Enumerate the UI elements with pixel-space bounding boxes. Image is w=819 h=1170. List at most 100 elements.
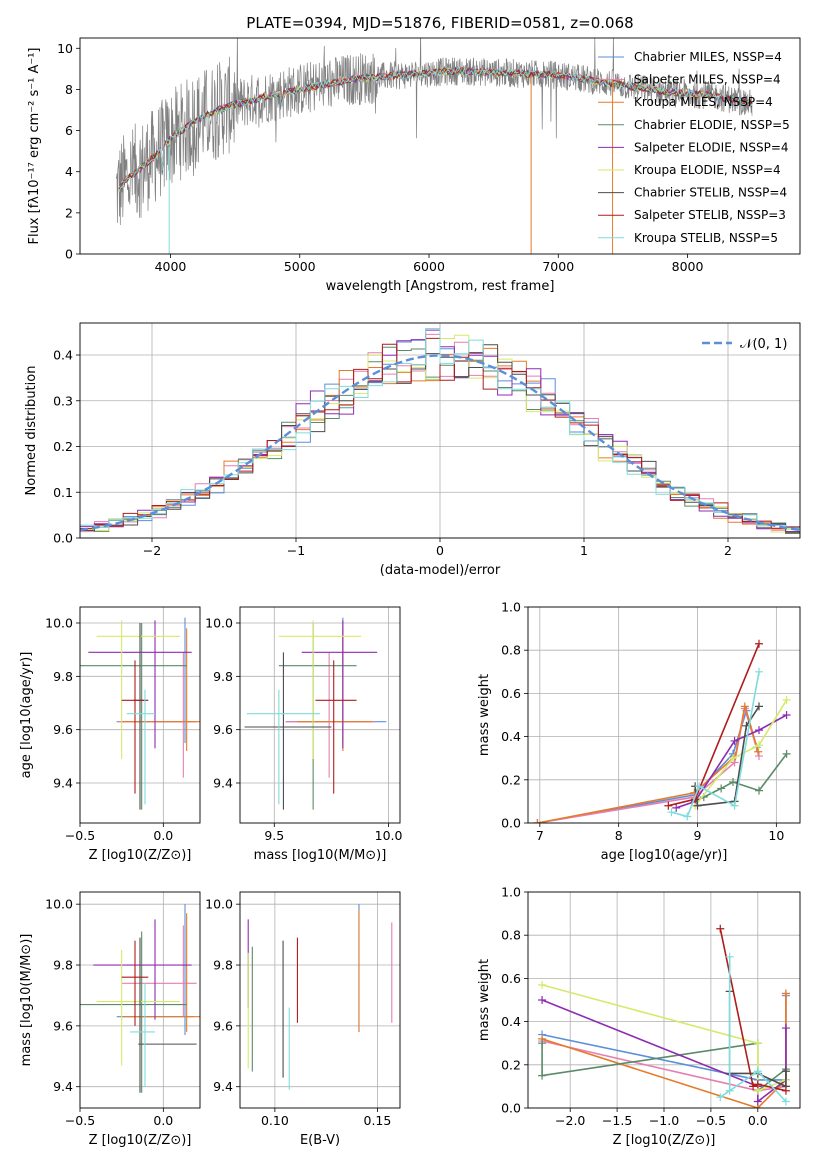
x-tick-label: 1 [580,543,588,558]
axes-frame [239,891,401,1109]
x-axis-label: Z [log10(Z/Z⊙)] [89,848,192,863]
panel-4: 7 8 9 10 0.0 0.2 0.4 0.6 0.8 1.0 age [log10(age/yr… [477,600,801,863]
weight-marker-chabrier_stelib [693,801,702,810]
legend-entry: Salpeter STELIB, NSSP=3 [634,208,786,222]
weight-marker-kroupa_miles [781,989,790,998]
x-tick-label: 8 [615,828,623,843]
weight-marker-salpeter_elodie [781,1024,790,1033]
y-tick-label: 2 [65,205,73,220]
panel-7: −2.0 −1.5 −1.0 −0.5 0.0 0.0 0.2 0.4 0.6 0.8 1.0 Z [… [477,885,801,1148]
x-tick-label: −0.5 [65,828,95,843]
x-tick-label: 8000 [672,259,704,274]
x-tick-label: 7000 [542,259,574,274]
weight-marker-salpeter_stelib [781,1086,790,1095]
weight-marker-chabrier_elodie [728,777,737,786]
weight-marker-kroupa_stelib [716,1093,725,1102]
y-tick-label: 0.8 [501,643,521,658]
weight-marker-chabrier_stelib [755,702,764,711]
x-axis-label: wavelength [Angstrom, rest frame] [326,279,555,294]
weight-marker-salpeter_elodie [538,996,547,1004]
y-axis-label: age [log10(age/yr)] [19,652,34,779]
y-tick-label: 1.0 [501,600,521,615]
weight-marker-kroupa_elodie [755,741,764,750]
legend-entry: Chabrier MILES, NSSP=4 [634,50,782,64]
weight-marker-kroupa_stelib [667,808,676,817]
y-tick-label: 9.8 [213,958,233,973]
weight-marker-salpeter_elodie [753,1097,762,1106]
x-axis-label: (data-model)/error [380,563,501,578]
y-tick-label: 10.0 [205,897,233,912]
y-tick-label: 0.2 [501,1057,521,1072]
y-tick-label: 1.0 [501,885,521,900]
y-tick-label: 0.1 [53,485,73,500]
y-axis-label: Normed distribution [24,366,39,496]
x-tick-label: 9 [694,828,702,843]
weight-marker-kroupa_stelib [781,1097,790,1106]
y-tick-label: 0.2 [501,772,521,787]
y-tick-label: 0.4 [501,729,521,744]
weight-marker-salpeter_stelib [749,1082,758,1091]
weight-marker-salpeter_elodie [730,736,739,745]
weight-marker-kroupa_miles [740,702,749,711]
weight-marker-kroupa_miles [533,819,542,823]
panel-6: 0.10 0.15 9.4 9.6 9.8 10.0 E(B-V) [205,891,401,1148]
weight-marker-salpeter_miles [730,758,739,767]
errorbars-group [244,617,387,810]
legend-entry: Chabrier ELODIE, NSSP=5 [634,118,790,132]
x-tick-label: 0.0 [153,828,173,843]
y-tick-label: 0.3 [53,393,73,408]
weight-lines-group [538,924,790,1108]
x-tick-label: −0.5 [696,1113,726,1128]
axes-frame [79,322,801,539]
x-tick-label: −2 [143,543,161,558]
axes-frame [79,606,201,824]
weight-marker-salpeter_elodie [782,711,791,719]
y-tick-label: 9.4 [53,1079,73,1094]
y-tick-label: 9.6 [213,1018,233,1033]
weight-marker-chabrier_elodie [717,784,726,793]
legend-entry: Chabrier STELIB, NSSP=4 [634,186,787,200]
y-tick-label: 10.0 [205,616,233,631]
x-tick-label: 2 [724,543,732,558]
errorbars-group [80,904,200,1093]
y-tick-label: 10.0 [45,897,73,912]
axes-frame [527,891,801,1109]
y-tick-label: 0.4 [501,1014,521,1029]
x-tick-label: −2.0 [555,1113,585,1128]
legend-entry: Kroupa STELIB, NSSP=5 [634,231,778,245]
y-tick-label: 10 [57,41,73,56]
weight-marker-chabrier_elodie [755,786,764,795]
y-axis-label: mass weight [477,959,492,1041]
weight-marker-kroupa_stelib [683,812,692,821]
x-axis-label: Z [log10(Z/Z⊙)] [89,1133,192,1148]
legend-normal-label: 𝒩(0, 1) [740,337,787,352]
y-axis-label: Flux [fλ10⁻¹⁷ erg cm⁻² s⁻¹ A⁻¹] [27,48,42,245]
weight-marker-chabrier_elodie [538,1039,547,1048]
y-tick-label: 0.0 [501,1101,521,1116]
y-tick-label: 9.4 [213,1079,233,1094]
x-tick-label: 5000 [284,259,316,274]
weight-marker-salpeter_elodie [755,726,764,735]
x-axis-label: E(B-V) [300,1133,340,1148]
legend-entry: Kroupa MILES, NSSP=4 [634,95,773,109]
x-tick-label: 9.5 [264,828,284,843]
weight-marker-kroupa_stelib [755,667,764,676]
y-tick-label: 0.4 [53,348,73,363]
x-tick-label: −1 [287,543,305,558]
spectrum-model-chabrier_stelib [118,66,753,189]
legend-entry: Salpeter MILES, NSSP=4 [634,73,781,87]
weight-marker-salpeter_stelib [753,1080,762,1089]
weight-marker-kroupa_elodie [728,754,737,763]
y-tick-label: 9.6 [53,722,73,737]
x-axis-label: mass [log10(M/M⊙)] [254,848,387,863]
axes-frame [239,606,401,824]
weight-marker-chabrier_stelib [781,1067,790,1076]
y-tick-label: 9.8 [213,669,233,684]
weight-line-kroupa_elodie [694,699,788,807]
panel-1: −2 −1 0 1 2 0.0 0.1 0.2 0.3 0.4 (data-model)/error… [24,322,801,578]
legend: Chabrier MILES, NSSP=4 Salpeter MILES, NS… [598,50,790,245]
weight-marker-kroupa_stelib [725,1086,734,1095]
y-tick-label: 6 [65,123,73,138]
axes-frame [527,606,801,824]
y-tick-label: 0.6 [501,971,521,986]
